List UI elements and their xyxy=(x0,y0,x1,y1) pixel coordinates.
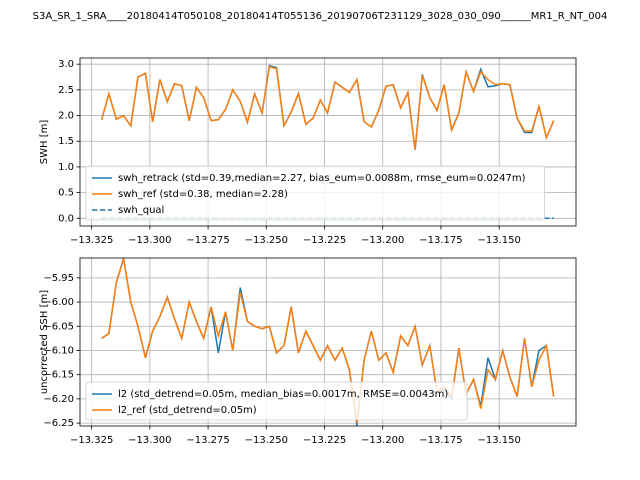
axes-frame xyxy=(79,257,577,427)
y-tick-label: −6.10 xyxy=(43,345,74,356)
y-tick-label: −6.20 xyxy=(43,394,74,405)
x-tick-label: −13.200 xyxy=(361,435,404,446)
y-axis-label: SWH [m] xyxy=(39,120,50,165)
y-tick-label: −6.15 xyxy=(43,370,74,381)
legend-label: l2 (std_detrend=0.05m, median_bias=0.001… xyxy=(118,389,448,400)
axes-frame xyxy=(79,57,577,227)
legend-box xyxy=(85,165,545,221)
x-tick-label: −13.275 xyxy=(186,235,229,246)
y-tick-label: 1.5 xyxy=(58,136,74,147)
y-tick-label: −6.05 xyxy=(43,321,74,332)
legend-label: swh_ref (std=0.38, median=2.28) xyxy=(118,189,288,200)
x-tick-label: −13.150 xyxy=(477,235,520,246)
y-tick-label: −6.00 xyxy=(43,297,74,308)
x-tick-label: −13.325 xyxy=(70,235,113,246)
legend: swh_retrack (std=0.39,median=2.27, bias_… xyxy=(85,165,545,221)
y-tick-label: 0.0 xyxy=(58,213,74,224)
x-tick-label: −13.325 xyxy=(70,435,113,446)
y-tick-label: −5.95 xyxy=(43,273,74,284)
x-tick-label: −13.225 xyxy=(303,435,346,446)
legend-label: l2_ref (std_detrend=0.05m) xyxy=(118,405,257,416)
x-tick-label: −13.175 xyxy=(419,435,462,446)
x-tick-label: −13.150 xyxy=(477,435,520,446)
y-tick-label: 3.0 xyxy=(58,59,74,70)
legend-label: swh_retrack (std=0.39,median=2.27, bias_… xyxy=(118,173,526,184)
y-tick-label: 2.5 xyxy=(58,85,74,96)
x-tick-label: −13.200 xyxy=(361,235,404,246)
y-tick-label: 1.0 xyxy=(58,162,74,173)
figure-title: S3A_SR_1_SRA____20180414T050108_20180414… xyxy=(33,11,608,22)
x-tick-label: −13.225 xyxy=(303,235,346,246)
y-tick-label: 2.0 xyxy=(58,111,74,122)
series-line xyxy=(101,258,555,424)
x-tick-label: −13.175 xyxy=(419,235,462,246)
y-tick-label: −6.25 xyxy=(43,418,74,429)
legend: l2 (std_detrend=0.05m, median_bias=0.001… xyxy=(85,381,468,421)
x-tick-label: −13.250 xyxy=(245,435,288,446)
x-tick-label: −13.300 xyxy=(128,435,171,446)
series-line xyxy=(100,65,555,151)
x-tick-label: −13.275 xyxy=(186,435,229,446)
x-tick-label: −13.250 xyxy=(245,235,288,246)
x-tick-label: −13.300 xyxy=(128,235,171,246)
y-tick-label: 0.5 xyxy=(58,188,74,199)
legend-label: swh_qual xyxy=(118,205,164,216)
y-axis-label: uncorrected SSH [m] xyxy=(39,290,50,394)
legend-box xyxy=(85,381,468,421)
